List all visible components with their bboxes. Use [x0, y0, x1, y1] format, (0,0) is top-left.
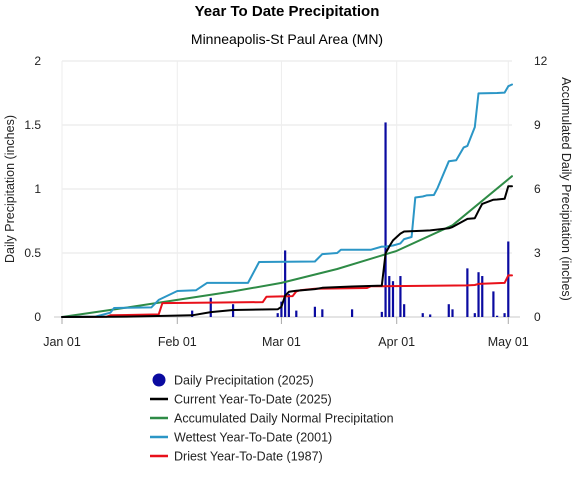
grid-lines [61, 60, 512, 318]
x-axis: Jan 01 Feb 01 Mar 01 Apr 01 May 01 [43, 316, 529, 349]
daily-precipitation-bar [380, 311, 383, 317]
legend-label-2: Wettest Year-To-Date (2001) [174, 431, 332, 445]
legend-label-0: Current Year-To-Date (2025) [174, 393, 332, 407]
y-right-tick-label: 9 [534, 118, 541, 132]
x-tick-label: Jan 01 [43, 335, 81, 349]
daily-precipitation-bar [399, 276, 402, 317]
daily-precipitation-bar [496, 315, 499, 317]
daily-precipitation-bar [492, 291, 495, 317]
x-tick-label: Apr 01 [378, 335, 415, 349]
y-right-tick-label: 6 [534, 182, 541, 196]
daily-precipitation-bar [321, 309, 324, 317]
chart-subtitle: Minneapolis-St Paul Area (MN) [191, 31, 383, 47]
legend-label-1: Accumulated Daily Normal Precipitation [174, 412, 394, 426]
legend: Daily Precipitation (2025) Current Year-T… [150, 373, 394, 464]
daily-precipitation-bar [313, 306, 316, 317]
daily-precipitation-bar [507, 241, 510, 317]
daily-precipitation-bar [481, 276, 484, 317]
x-tick-label: May 01 [488, 335, 529, 349]
y-left-tick-label: 0 [34, 310, 41, 324]
daily-precipitation-bar [503, 313, 506, 317]
daily-precipitation-bar [473, 313, 476, 317]
y-right-tick-label: 3 [534, 246, 541, 260]
daily-precipitation-bar [466, 268, 469, 317]
daily-precipitation-bars [112, 122, 510, 317]
daily-precipitation-bar [280, 301, 283, 317]
daily-precipitation-bar [295, 310, 298, 317]
y-right-tick-label: 0 [534, 310, 541, 324]
series-line-2 [61, 83, 513, 318]
legend-label-daily: Daily Precipitation (2025) [174, 374, 314, 388]
daily-precipitation-bar [477, 272, 480, 317]
daily-precipitation-bar [388, 276, 391, 317]
daily-precipitation-bar [403, 304, 406, 317]
daily-precipitation-bar [391, 281, 395, 317]
daily-precipitation-bar [287, 293, 290, 317]
x-tick-label: Mar 01 [262, 335, 301, 349]
daily-precipitation-bar [276, 313, 279, 317]
daily-precipitation-bar [350, 309, 354, 317]
series-line-1 [61, 175, 513, 318]
daily-precipitation-bar [209, 297, 212, 317]
daily-precipitation-bar [429, 314, 432, 317]
daily-precipitation-bar [451, 309, 454, 317]
y-left-tick-label: 2 [34, 54, 41, 68]
daily-precipitation-bar [284, 250, 287, 317]
y-axis-left: 0 0.5 1 1.5 2 [24, 54, 41, 324]
series-line-0 [61, 185, 513, 318]
chart-title: Year To Date Precipitation [195, 3, 380, 20]
y-right-tick-label: 12 [534, 54, 548, 68]
legend-label-3: Driest Year-To-Date (1987) [174, 450, 323, 464]
daily-precipitation-bar [191, 310, 194, 317]
y-left-tick-label: 1 [34, 182, 41, 196]
daily-precipitation-bar [447, 304, 450, 317]
y-axis-right-title: Accumulated Daily Precipitation (inches) [559, 77, 573, 301]
daily-precipitation-bar [384, 122, 387, 317]
y-left-tick-label: 0.5 [24, 246, 41, 260]
daily-precipitation-bar [421, 313, 424, 317]
y-left-tick-label: 1.5 [24, 118, 41, 132]
y-axis-left-title: Daily Precipitation (inches) [3, 115, 17, 263]
x-tick-label: Feb 01 [158, 335, 197, 349]
y-axis-right: 0 3 6 9 12 [534, 54, 548, 324]
legend-marker-daily [152, 373, 166, 387]
accumulated-lines [61, 83, 513, 318]
